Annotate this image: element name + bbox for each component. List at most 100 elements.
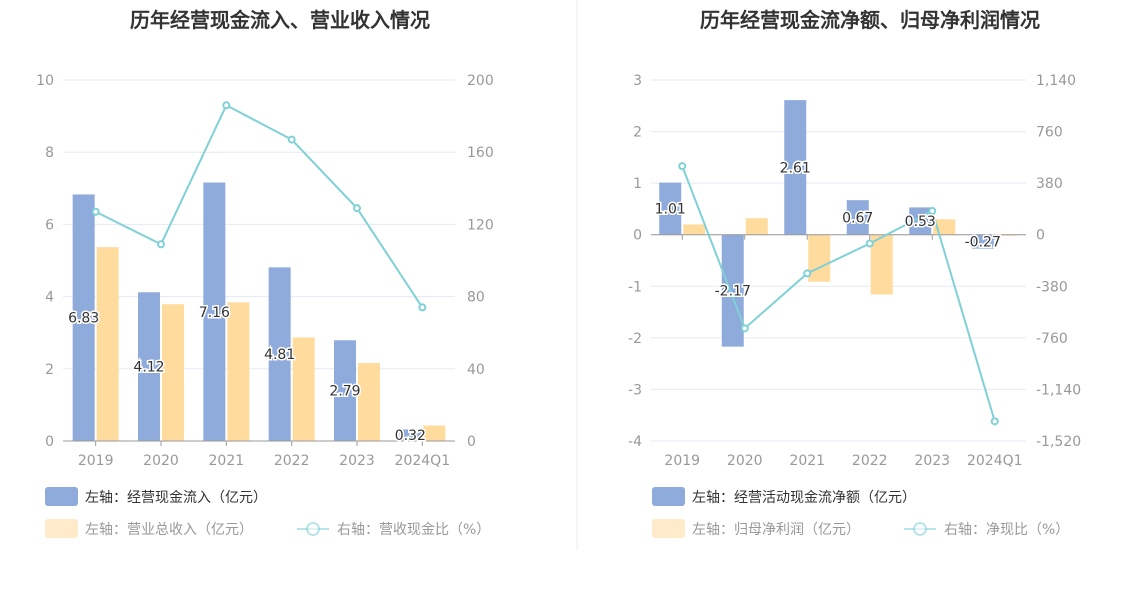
- line-point: [353, 204, 361, 213]
- bar: [870, 234, 893, 295]
- right-tick-label: 120: [467, 217, 494, 233]
- data-labels: 6.83 4.12 7.16 4.81 2.79 0.32: [67, 303, 428, 445]
- right-tick-label: 1,140: [1036, 73, 1076, 89]
- legend-marker: [306, 522, 320, 536]
- right-tick-label: 160: [467, 145, 494, 161]
- legend-label: 左轴：归母净利润（亿元）: [692, 521, 860, 538]
- bar: [784, 100, 807, 235]
- x-tick-label: 2023: [914, 453, 950, 469]
- data-label: 0.32: [395, 428, 426, 444]
- x-tick-label: 2024Q1: [967, 453, 1023, 469]
- data-label: 4.12: [133, 360, 164, 376]
- left-tick-label: -1: [628, 279, 642, 295]
- chart-title: 历年经营现金流净额、归母净利润情况: [700, 8, 1040, 32]
- cashflow-revenue-panel: 历年经营现金流入、营业收入情况 0 2 4 6 8 10 0 40 80 120 160 200 2…: [36, 8, 494, 538]
- legend: 左轴：经营现金流入（亿元） 左轴：营业总收入（亿元） 右轴：营收现金比（%）: [45, 487, 490, 538]
- line-point: [222, 101, 231, 110]
- left-tick-label: 1: [633, 176, 642, 192]
- left-tick-label: 0: [45, 434, 54, 450]
- bar: [292, 337, 315, 441]
- line-point: [678, 162, 687, 171]
- left-tick-label: 2: [633, 125, 642, 141]
- data-label: 0.67: [842, 210, 873, 226]
- left-tick-label: 2: [45, 362, 54, 378]
- line-point: [91, 207, 100, 216]
- bar: [162, 304, 184, 441]
- right-tick-label: 40: [467, 362, 485, 378]
- x-tick-label: 2021: [789, 453, 825, 469]
- bar: [846, 200, 869, 235]
- right-tick-label: -1,140: [1036, 382, 1081, 398]
- x-tick-label: 2022: [274, 453, 310, 469]
- legend-label: 左轴：经营现金流入（亿元）: [85, 490, 267, 506]
- right-axis-ticks: -1,520 -1,140 -760 -380 0 380 760 1,140: [1036, 73, 1081, 450]
- line-series: [91, 101, 427, 312]
- bar: [227, 302, 250, 441]
- legend-swatch: [45, 487, 78, 506]
- right-tick-label: 0: [467, 434, 476, 450]
- data-label: 0.53: [905, 214, 936, 230]
- left-tick-label: -3: [628, 382, 642, 398]
- data-label: 6.83: [68, 311, 99, 327]
- legend-swatch: [45, 519, 78, 538]
- data-label: 1.01: [655, 202, 686, 218]
- bar: [971, 234, 994, 249]
- x-tick-label: 2020: [143, 453, 179, 469]
- x-tick-label: 2024Q1: [395, 453, 451, 469]
- left-tick-label: 8: [45, 145, 54, 161]
- x-tick-label: 2020: [727, 453, 763, 469]
- bar: [745, 218, 768, 235]
- bar: [334, 340, 356, 441]
- bar: [268, 267, 291, 441]
- line-point: [418, 303, 427, 312]
- line-point: [990, 417, 999, 426]
- legend-label: 右轴：净现比（%）: [944, 522, 1069, 538]
- bar: [138, 292, 160, 441]
- right-tick-label: -760: [1036, 331, 1068, 347]
- right-tick-label: -380: [1036, 279, 1068, 295]
- right-tick-label: 80: [467, 290, 485, 306]
- x-axis-ticks: 2019 2020 2021 2022 2023 2024Q1: [664, 453, 1022, 469]
- chart-title: 历年经营现金流入、营业收入情况: [130, 8, 430, 32]
- left-tick-label: 4: [45, 290, 54, 306]
- bar: [995, 234, 1018, 236]
- left-axis-ticks: 0 2 4 6 8 10: [36, 73, 54, 450]
- line-path: [95, 103, 424, 308]
- data-label: 4.81: [264, 347, 295, 363]
- line-point: [928, 206, 937, 215]
- line-point: [803, 269, 812, 278]
- bar: [358, 363, 380, 441]
- bar: [72, 194, 95, 441]
- bar: [659, 182, 682, 235]
- data-label: -0.27: [965, 235, 1001, 251]
- data-labels: 1.01 -2.17 2.61 0.67 0.53 -0.27: [653, 159, 1002, 301]
- right-axis-ticks: 0 40 80 120 160 200: [467, 73, 494, 450]
- x-axis-ticks: 2019 2020 2021 2022 2023 2024Q1: [78, 453, 450, 469]
- legend: 左轴：经营活动现金流净额（亿元） 左轴：归母净利润（亿元） 右轴：净现比（%）: [652, 487, 1069, 538]
- bar: [399, 429, 422, 441]
- line-point: [287, 135, 296, 144]
- bar: [721, 234, 744, 347]
- left-tick-label: 10: [36, 73, 54, 89]
- left-tick-label: 3: [633, 73, 642, 89]
- legend-label: 左轴：经营活动现金流净额（亿元）: [692, 490, 916, 506]
- legend-marker: [913, 522, 927, 536]
- data-label: -2.17: [715, 284, 751, 300]
- bar: [683, 224, 706, 235]
- bar: [423, 425, 446, 441]
- left-tick-label: 0: [633, 228, 642, 244]
- data-label: 7.16: [199, 305, 230, 321]
- line-path: [681, 165, 996, 422]
- right-tick-label: 760: [1036, 125, 1063, 141]
- grid-lines: [651, 79, 1026, 442]
- data-label: 2.61: [780, 160, 811, 176]
- left-axis-ticks: -4 -3 -2 -1 0 1 2 3: [628, 73, 642, 450]
- x-tick-label: 2019: [664, 453, 700, 469]
- bar: [96, 247, 119, 441]
- legend-swatch: [652, 487, 685, 506]
- x-tick-label: 2021: [209, 453, 245, 469]
- right-tick-label: -1,520: [1036, 434, 1081, 450]
